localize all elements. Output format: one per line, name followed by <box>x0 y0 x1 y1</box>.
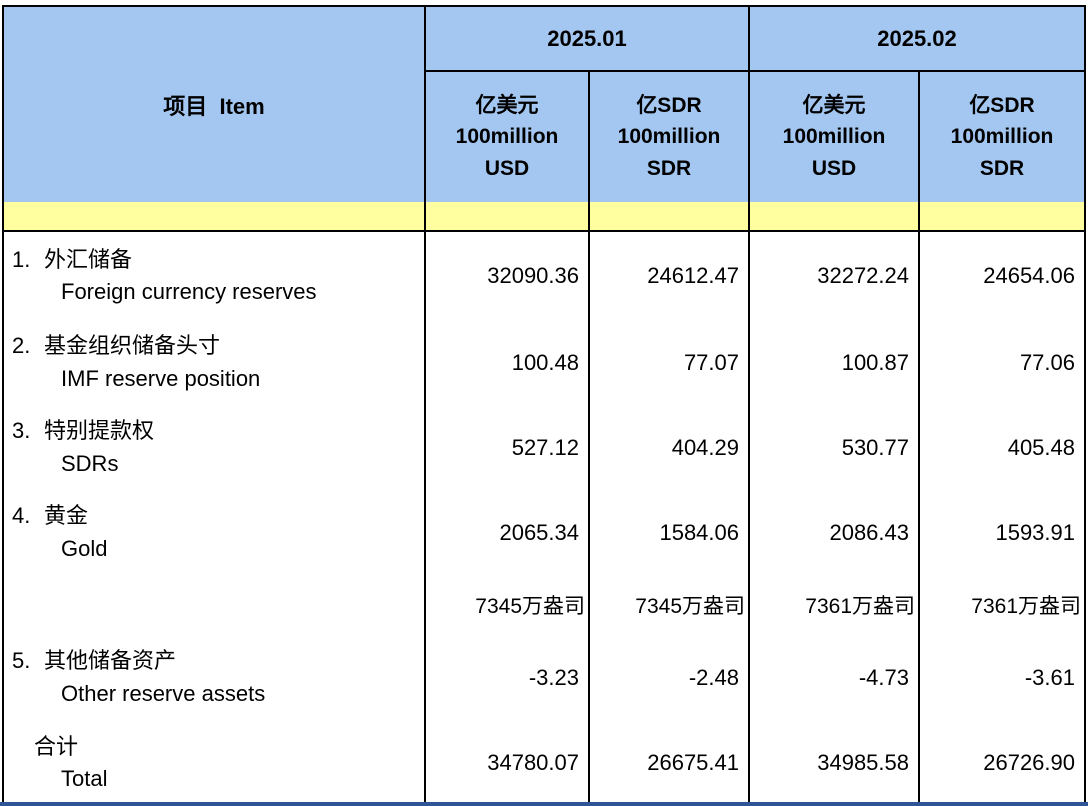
item-label-en: Other reserve assets <box>61 680 266 706</box>
value-cell: 2065.34 <box>424 490 588 575</box>
item-zh-text: 基金组织储备头寸 <box>44 333 221 359</box>
total-label-zh: 合计 <box>34 733 79 759</box>
item-number: 1. <box>12 246 31 272</box>
value-cell: 405.48 <box>918 405 1084 490</box>
value-cell: -3.61 <box>918 635 1084 720</box>
item-number: 2. <box>12 333 31 359</box>
item-number: 3. <box>12 418 31 444</box>
reserve-assets-table: 项目 Item 2025.01 2025.02 亿美元 100million U… <box>2 5 1086 806</box>
item-label-cell: 1. 外汇储备 Foreign currency reserves <box>4 232 424 320</box>
value-cell-ounces: 7361万盎司 <box>918 575 1084 635</box>
value-cell: 527.12 <box>424 405 588 490</box>
unit-header-usd-feb: 亿美元 100million USD <box>748 72 918 202</box>
separator-cell <box>424 202 588 230</box>
item-label-zh: 3. 特别提款权 <box>12 418 424 444</box>
item-label-zh: 4. 黄金 <box>12 503 424 529</box>
value-cell: 2086.43 <box>748 490 918 575</box>
month-group-row: 2025.01 2025.02 <box>424 7 1084 72</box>
bottom-blue-strip <box>0 802 1088 806</box>
value-cell-ounces: 7345万盎司 <box>424 575 588 635</box>
table-body: 1. 外汇储备 Foreign currency reserves 32090.3… <box>4 232 1084 806</box>
table-row-sdrs: 3. 特别提款权 SDRs 527.12 404.29 530.77 405.48 <box>4 405 1084 490</box>
value-cell-total: 34780.07 <box>424 720 588 806</box>
separator-cell <box>918 202 1084 230</box>
table-row-other-reserve-assets: 5. 其他储备资产 Other reserve assets -3.23 -2.4… <box>4 635 1084 720</box>
table-row-gold: 4. 黄金 Gold 2065.34 1584.06 2086.43 1593.9… <box>4 490 1084 575</box>
item-label-zh: 1. 外汇储备 <box>12 247 424 273</box>
item-label-cell: 5. 其他储备资产 Other reserve assets <box>4 635 424 720</box>
item-number: 4. <box>12 503 31 529</box>
value-cell-ounces: 7361万盎司 <box>748 575 918 635</box>
value-cell: -4.73 <box>748 635 918 720</box>
value-cell: 530.77 <box>748 405 918 490</box>
item-zh-text: 特别提款权 <box>44 418 155 444</box>
value-cell: 32090.36 <box>424 232 588 320</box>
item-label-en: Gold <box>61 535 108 561</box>
value-cell: 100.48 <box>424 320 588 405</box>
item-zh-text: 外汇储备 <box>44 246 133 272</box>
value-cell: 32272.24 <box>748 232 918 320</box>
item-label-cell: 4. 黄金 Gold <box>4 490 424 575</box>
table-header: 项目 Item 2025.01 2025.02 亿美元 100million U… <box>4 7 1084 202</box>
item-label-cell: 3. 特别提款权 SDRs <box>4 405 424 490</box>
item-label-en: SDRs <box>61 450 119 476</box>
item-label-zh: 2. 基金组织储备头寸 <box>12 333 424 359</box>
item-number: 5. <box>12 648 31 674</box>
month-header-2025-02: 2025.02 <box>748 7 1084 70</box>
table-row-total: 合计 Total 34780.07 26675.41 34985.58 2672… <box>4 720 1084 806</box>
value-cell: 100.87 <box>748 320 918 405</box>
item-label-cell: 合计 Total <box>4 720 424 806</box>
value-cell: 77.07 <box>588 320 748 405</box>
table-row-gold-ounces: 7345万盎司 7345万盎司 7361万盎司 7361万盎司 <box>4 575 1084 635</box>
unit-header-usd-jan: 亿美元 100million USD <box>424 72 588 202</box>
value-cell-total: 26675.41 <box>588 720 748 806</box>
item-label-en: IMF reserve position <box>61 365 261 391</box>
value-cell: -3.23 <box>424 635 588 720</box>
value-cell: 1593.91 <box>918 490 1084 575</box>
value-cell-total: 34985.58 <box>748 720 918 806</box>
total-label-en: Total <box>61 766 108 791</box>
value-cell: 24654.06 <box>918 232 1084 320</box>
value-cell: 77.06 <box>918 320 1084 405</box>
value-cell: 404.29 <box>588 405 748 490</box>
table-row-imf-reserve-position: 2. 基金组织储备头寸 IMF reserve position 100.48 7… <box>4 320 1084 405</box>
separator-cell <box>748 202 918 230</box>
item-zh-text: 黄金 <box>44 503 89 529</box>
item-column-header: 项目 Item <box>163 93 265 119</box>
value-cell: -2.48 <box>588 635 748 720</box>
unit-header-sdr-feb: 亿SDR 100million SDR <box>918 72 1084 202</box>
unit-header-row: 亿美元 100million USD 亿SDR 100million SDR 亿… <box>424 72 1084 202</box>
month-header-2025-01: 2025.01 <box>424 7 748 70</box>
value-cell-total: 26726.90 <box>918 720 1084 806</box>
header-right-section: 2025.01 2025.02 亿美元 100million USD 亿SDR … <box>424 7 1084 202</box>
value-cell-ounces: 7345万盎司 <box>588 575 748 635</box>
value-cell: 24612.47 <box>588 232 748 320</box>
value-cell: 1584.06 <box>588 490 748 575</box>
item-label-cell: 2. 基金组织储备头寸 IMF reserve position <box>4 320 424 405</box>
separator-cell <box>588 202 748 230</box>
item-zh-text: 其他储备资产 <box>44 648 177 674</box>
table-row-foreign-currency-reserves: 1. 外汇储备 Foreign currency reserves 32090.3… <box>4 232 1084 320</box>
separator-row <box>4 202 1084 232</box>
item-label-cell-empty <box>4 575 424 635</box>
item-label-en: Foreign currency reserves <box>61 279 317 304</box>
unit-header-sdr-jan: 亿SDR 100million SDR <box>588 72 748 202</box>
separator-cell <box>4 202 424 230</box>
item-label-zh: 5. 其他储备资产 <box>12 648 424 674</box>
